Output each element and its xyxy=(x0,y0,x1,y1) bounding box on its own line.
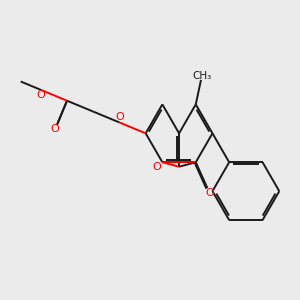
Text: O: O xyxy=(51,124,59,134)
Text: O: O xyxy=(205,188,214,198)
Text: O: O xyxy=(36,90,45,100)
Text: CH₃: CH₃ xyxy=(192,71,212,81)
Text: O: O xyxy=(115,112,124,122)
Text: O: O xyxy=(152,162,161,172)
